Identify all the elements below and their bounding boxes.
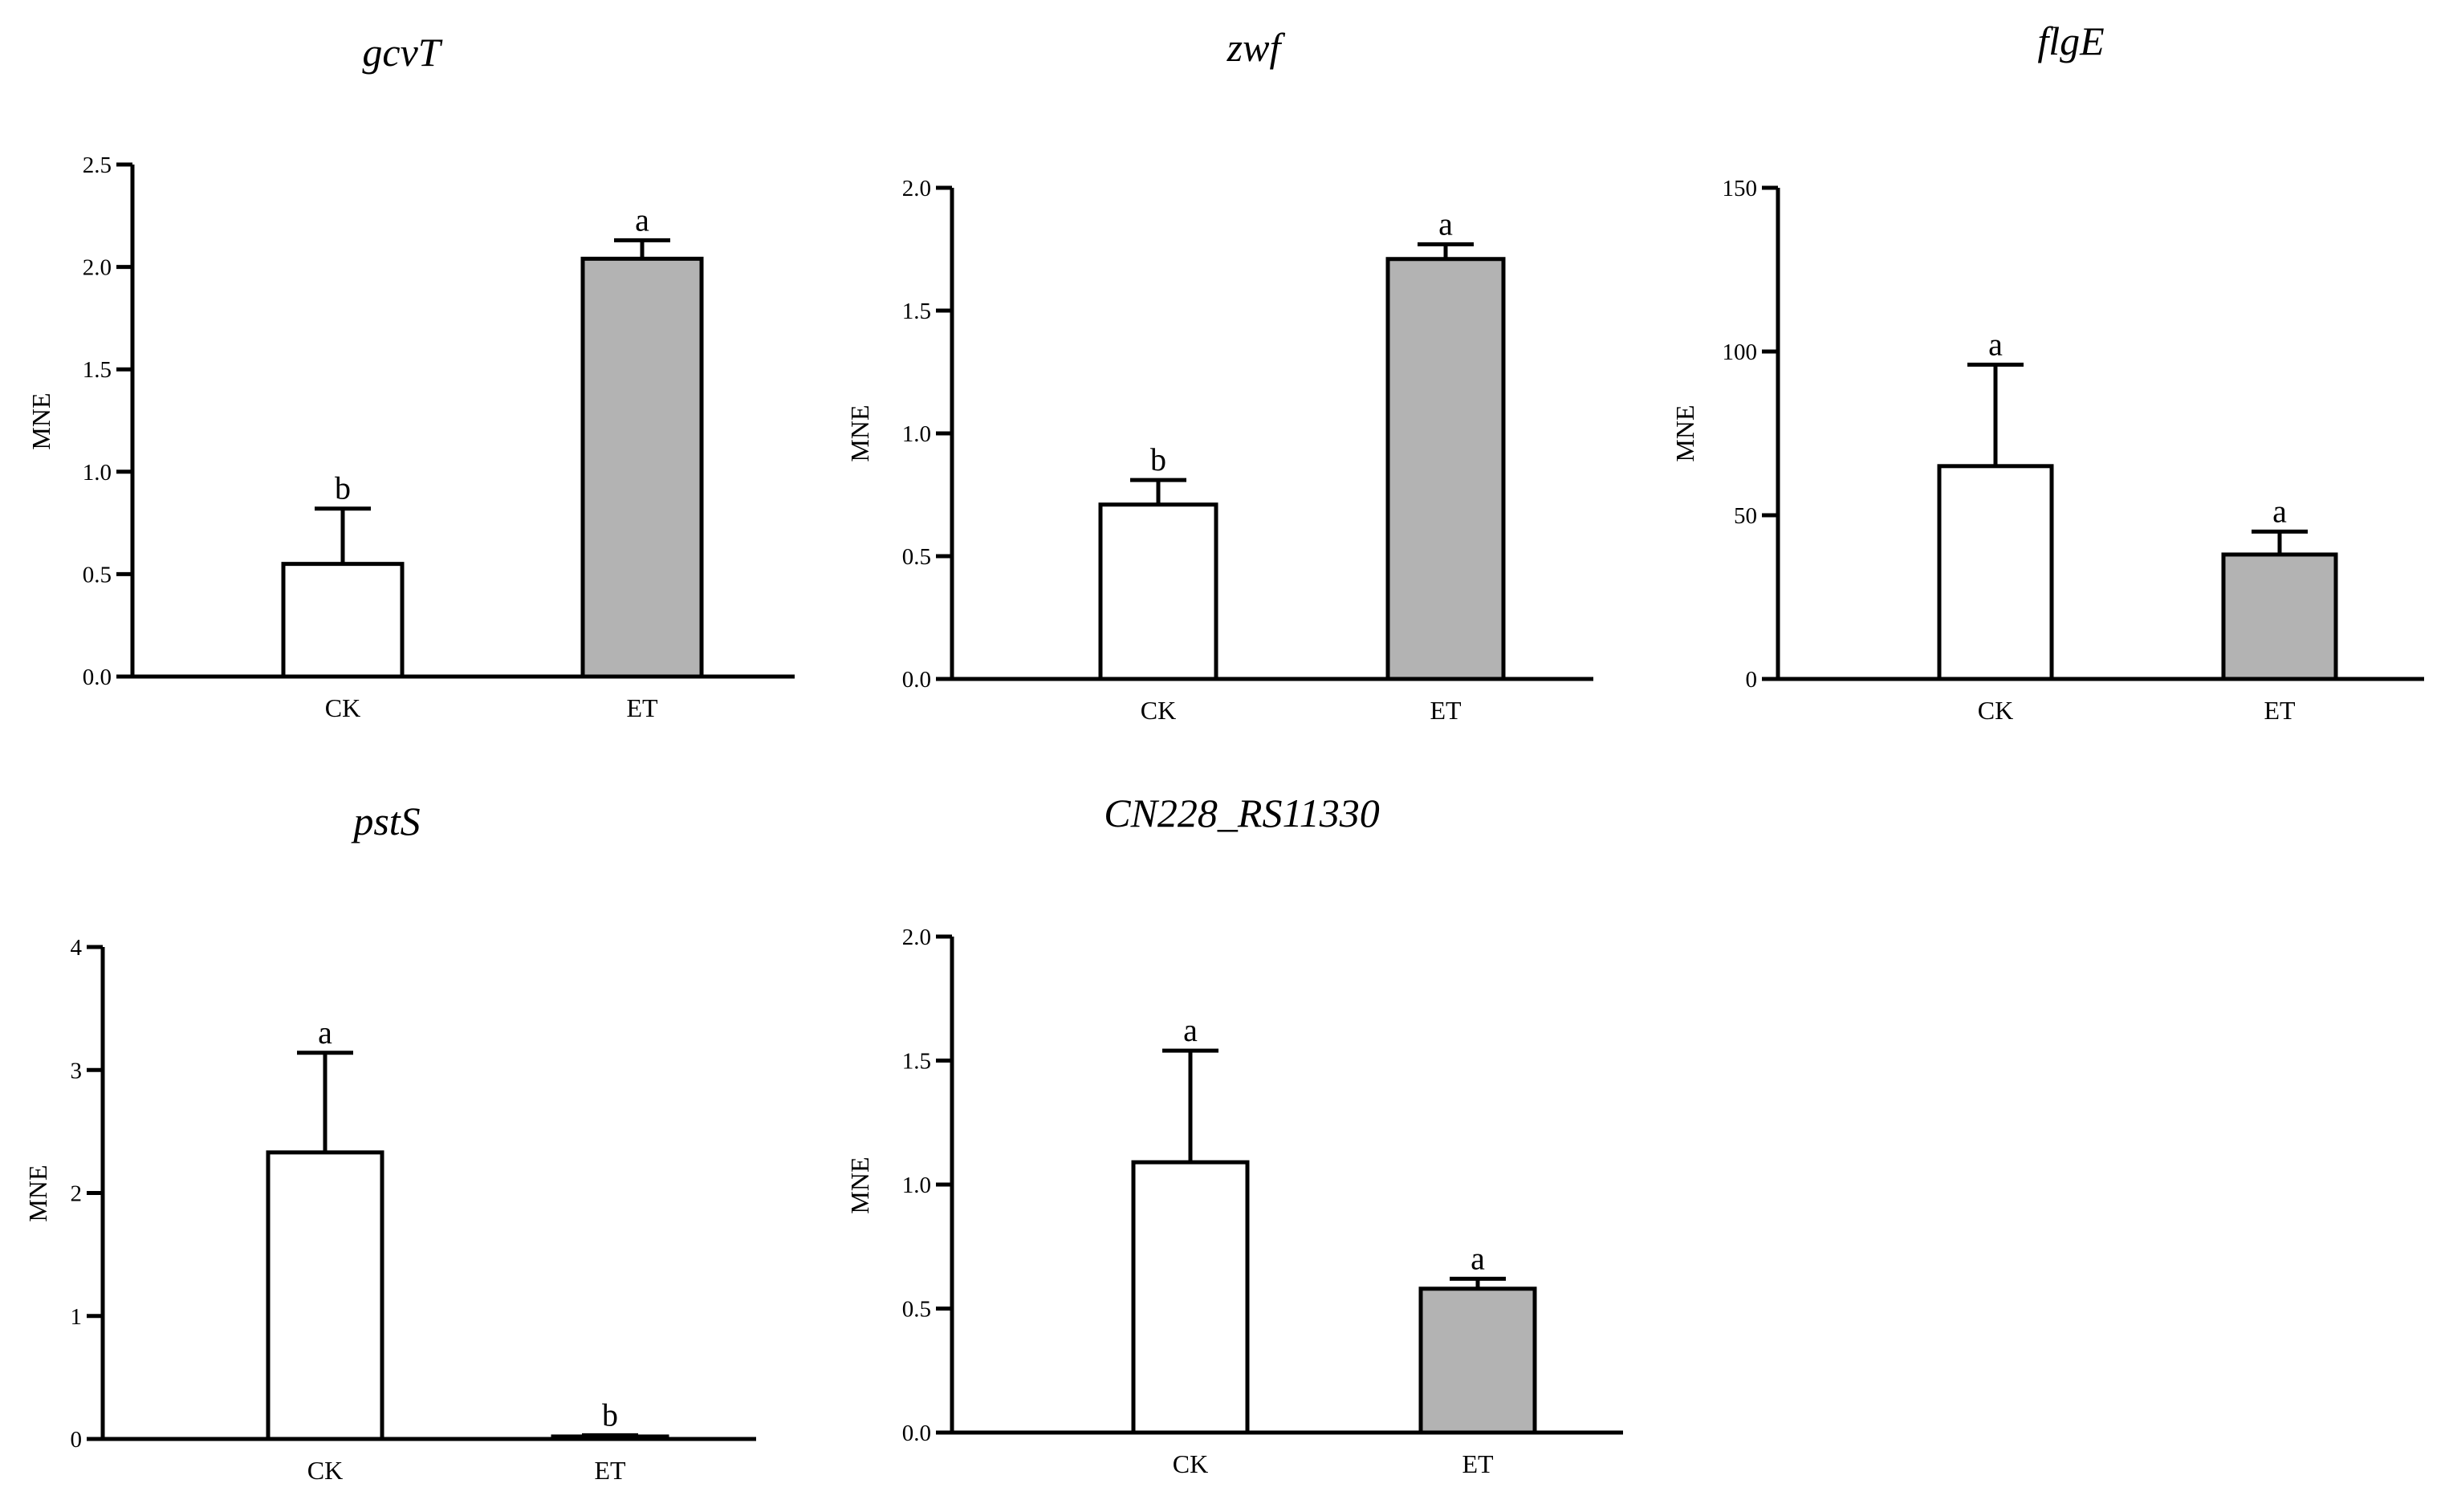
x-tick-label: ET xyxy=(594,1456,626,1485)
y-tick-label: 0.0 xyxy=(902,667,931,693)
y-axis-label: MNE xyxy=(26,392,55,449)
y-tick-label: 50 xyxy=(1734,503,1757,529)
chart-title: zwf xyxy=(1227,25,1286,70)
y-axis-label: MNE xyxy=(845,404,874,461)
x-tick-label: ET xyxy=(1462,1449,1494,1478)
chart-CN228-RS11330: CN228_RS11330 MNE a CK a ET 0.0 0.5 1.0 1.5 2.0 xyxy=(845,791,1623,1478)
x-tick-label: ET xyxy=(2264,696,2296,725)
significance-label: a xyxy=(1988,326,2003,362)
y-tick-label: 1.5 xyxy=(902,1049,931,1075)
y-tick-label: 2 xyxy=(71,1181,83,1207)
y-axis-label: MNE xyxy=(1670,404,1699,461)
significance-label: b xyxy=(602,1396,618,1433)
y-tick-label: 1.0 xyxy=(902,421,931,447)
y-tick-label: 0 xyxy=(71,1427,83,1453)
bar-ck xyxy=(1131,1160,1250,1435)
significance-label: b xyxy=(335,470,351,506)
y-tick-label: 100 xyxy=(1723,339,1758,365)
chart-title: pstS xyxy=(351,799,420,843)
significance-label: a xyxy=(318,1014,332,1051)
y-tick-label: 0.0 xyxy=(83,665,112,690)
x-tick-label: CK xyxy=(307,1456,343,1485)
significance-label: a xyxy=(1438,205,1453,242)
y-axis-label: MNE xyxy=(845,1156,874,1213)
significance-label: a xyxy=(2272,493,2287,529)
chart-title: CN228_RS11330 xyxy=(1104,791,1380,835)
chart-pstS: pstS MNE a CK b ET 0 1 2 3 4 xyxy=(23,799,756,1485)
chart-title: flgE xyxy=(2037,18,2104,63)
bar-et xyxy=(2221,552,2338,681)
chart-title: gcvT xyxy=(362,30,442,75)
y-tick-label: 0.0 xyxy=(902,1421,931,1446)
y-tick-label: 3 xyxy=(71,1058,83,1083)
x-tick-label: CK xyxy=(1978,696,2013,725)
y-tick-label: 0.5 xyxy=(83,562,112,587)
y-tick-label: 1.0 xyxy=(902,1173,931,1198)
y-tick-label: 2.0 xyxy=(83,255,112,281)
y-tick-label: 2.0 xyxy=(902,925,931,950)
y-tick-label: 0.5 xyxy=(902,544,931,570)
y-tick-label: 1.0 xyxy=(83,460,112,486)
chart-gcvT: gcvT MNE b CK a ET 0.0 0.5 1.0 1.5 2.0 2.5 xyxy=(26,30,795,722)
y-tick-label: 2.0 xyxy=(902,176,931,201)
y-tick-label: 150 xyxy=(1723,176,1758,201)
y-tick-label: 0 xyxy=(1746,667,1758,693)
bar-et xyxy=(1418,1286,1537,1435)
y-tick-label: 4 xyxy=(71,935,83,961)
y-tick-label: 1.5 xyxy=(83,357,112,383)
x-tick-label: ET xyxy=(626,693,658,722)
y-axis-label: MNE xyxy=(23,1164,52,1221)
significance-label: a xyxy=(635,201,649,238)
x-tick-label: CK xyxy=(325,693,360,722)
chart-flgE: flgE MNE a CK a ET 0 50 100 150 xyxy=(1670,18,2424,725)
y-tick-label: 2.5 xyxy=(83,152,112,178)
bar-ck xyxy=(1937,464,2054,681)
x-tick-label: ET xyxy=(1430,696,1462,725)
y-tick-label: 1.5 xyxy=(902,299,931,324)
bar-ck xyxy=(266,1150,384,1441)
x-tick-label: CK xyxy=(1141,696,1176,725)
significance-label: a xyxy=(1183,1012,1198,1048)
significance-label: b xyxy=(1150,441,1166,478)
bar-et xyxy=(580,256,704,679)
significance-label: a xyxy=(1471,1240,1485,1276)
bar-ck xyxy=(281,562,405,679)
bar-et xyxy=(1385,257,1506,681)
bar-ck xyxy=(1098,502,1218,681)
y-tick-label: 0.5 xyxy=(902,1297,931,1323)
y-tick-label: 1 xyxy=(71,1304,83,1330)
chart-zwf: zwf MNE b CK a ET 0.0 0.5 1.0 1.5 2.0 xyxy=(845,25,1593,725)
x-tick-label: CK xyxy=(1173,1449,1208,1478)
